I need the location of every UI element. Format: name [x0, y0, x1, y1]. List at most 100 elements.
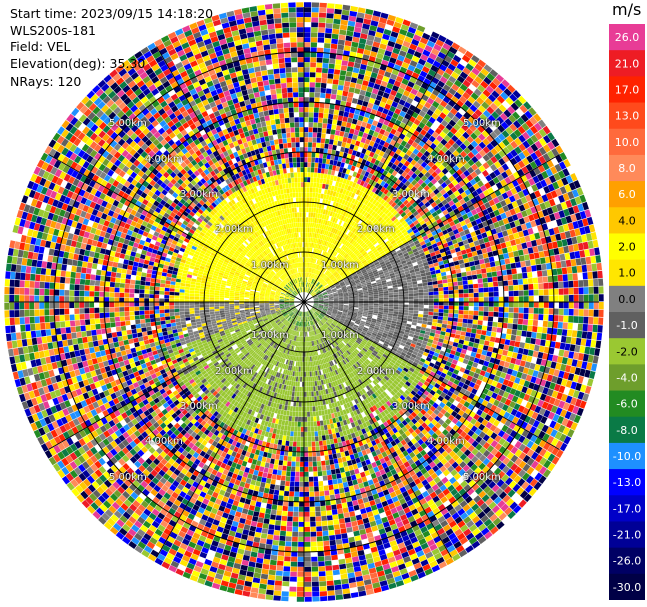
velocity-bin	[383, 195, 389, 201]
velocity-bin	[323, 53, 330, 59]
velocity-bin	[305, 287, 306, 293]
velocity-bin	[423, 285, 428, 290]
velocity-bin	[336, 54, 343, 60]
velocity-bin	[307, 157, 312, 163]
velocity-bin	[467, 279, 473, 285]
velocity-bin	[389, 105, 396, 113]
velocity-bin	[308, 207, 312, 213]
velocity-bin	[309, 202, 312, 208]
velocity-bin	[365, 107, 372, 114]
velocity-bin	[386, 191, 392, 197]
velocity-bin	[412, 281, 418, 285]
velocity-bin	[468, 310, 474, 315]
velocity-bin	[433, 205, 440, 212]
velocity-bin	[310, 67, 316, 73]
velocity-bin	[447, 282, 453, 287]
velocity-bin	[307, 167, 311, 173]
velocity-bin	[335, 181, 340, 187]
velocity-bin	[318, 249, 321, 255]
velocity-bin	[388, 132, 395, 140]
velocity-bin	[413, 189, 420, 196]
velocity-bin	[427, 168, 435, 175]
velocity-bin	[349, 232, 354, 238]
velocity-bin	[359, 163, 365, 170]
velocity-bin	[414, 299, 419, 302]
velocity-bin	[349, 107, 356, 114]
velocity-bin	[423, 150, 431, 158]
velocity-bin	[558, 281, 564, 289]
velocity-bin	[417, 283, 423, 287]
velocity-bin	[377, 106, 384, 113]
velocity-bin	[469, 261, 475, 267]
velocity-bin	[327, 169, 332, 175]
velocity-bin	[409, 152, 417, 159]
velocity-bin	[358, 190, 364, 197]
velocity-bin	[482, 146, 490, 154]
velocity-bin	[324, 98, 331, 104]
velocity-bin	[398, 289, 404, 292]
velocity-bin	[546, 269, 553, 276]
velocity-bin	[360, 228, 366, 234]
velocity-bin	[304, 77, 310, 83]
velocity-bin	[319, 286, 324, 290]
velocity-bin	[402, 19, 411, 27]
velocity-bin	[304, 187, 307, 192]
velocity-bin	[331, 38, 338, 45]
velocity-bin	[306, 287, 309, 293]
velocity-bin	[361, 198, 367, 204]
velocity-bin	[527, 272, 533, 278]
velocity-bin	[309, 192, 313, 198]
velocity-bin	[314, 269, 317, 274]
velocity-bin	[525, 119, 534, 128]
velocity-bin	[325, 194, 330, 200]
velocity-bin	[320, 279, 324, 284]
velocity-bin	[498, 104, 507, 113]
velocity-bin	[329, 190, 334, 196]
velocity-bin	[471, 347, 478, 353]
velocity-bin	[573, 352, 580, 360]
velocity-bin	[342, 227, 347, 233]
velocity-bin	[327, 78, 333, 84]
velocity-bin	[356, 135, 362, 142]
velocity-bin	[507, 351, 513, 358]
velocity-bin	[388, 288, 393, 291]
velocity-bin	[323, 282, 328, 287]
velocity-bin	[342, 276, 347, 280]
velocity-bin	[431, 164, 438, 171]
velocity-bin	[335, 265, 340, 271]
velocity-bin	[388, 213, 395, 220]
velocity-bin	[462, 318, 468, 324]
velocity-bin	[463, 310, 469, 315]
velocity-bin	[592, 324, 598, 333]
velocity-bin	[332, 119, 338, 125]
velocity-bin	[312, 279, 315, 284]
velocity-bin	[502, 349, 508, 356]
velocity-bin	[583, 287, 589, 295]
velocity-bin	[476, 324, 483, 330]
velocity-bin	[339, 237, 343, 243]
velocity-bin	[368, 305, 374, 308]
velocity-bin	[514, 341, 521, 348]
velocity-bin	[323, 230, 327, 236]
velocity-bin	[337, 115, 344, 121]
velocity-bin	[308, 137, 313, 143]
velocity-bin	[473, 255, 479, 261]
velocity-bin	[474, 260, 480, 266]
velocity-bin	[310, 284, 314, 289]
velocity-bin	[475, 244, 481, 251]
velocity-bin	[398, 296, 404, 300]
velocity-bin	[366, 166, 372, 173]
velocity-bin	[554, 254, 561, 262]
velocity-bin	[393, 218, 399, 224]
velocity-bin	[304, 52, 310, 58]
velocity-bin	[589, 248, 595, 256]
velocity-bin	[390, 52, 399, 60]
velocity-bin	[423, 295, 429, 299]
velocity-bin	[448, 286, 454, 291]
velocity-bin	[517, 160, 526, 169]
velocity-bin	[441, 175, 448, 182]
velocity-bin	[317, 271, 321, 276]
velocity-bin	[431, 48, 440, 56]
velocity-bin	[337, 254, 342, 260]
velocity-bin	[328, 205, 333, 211]
